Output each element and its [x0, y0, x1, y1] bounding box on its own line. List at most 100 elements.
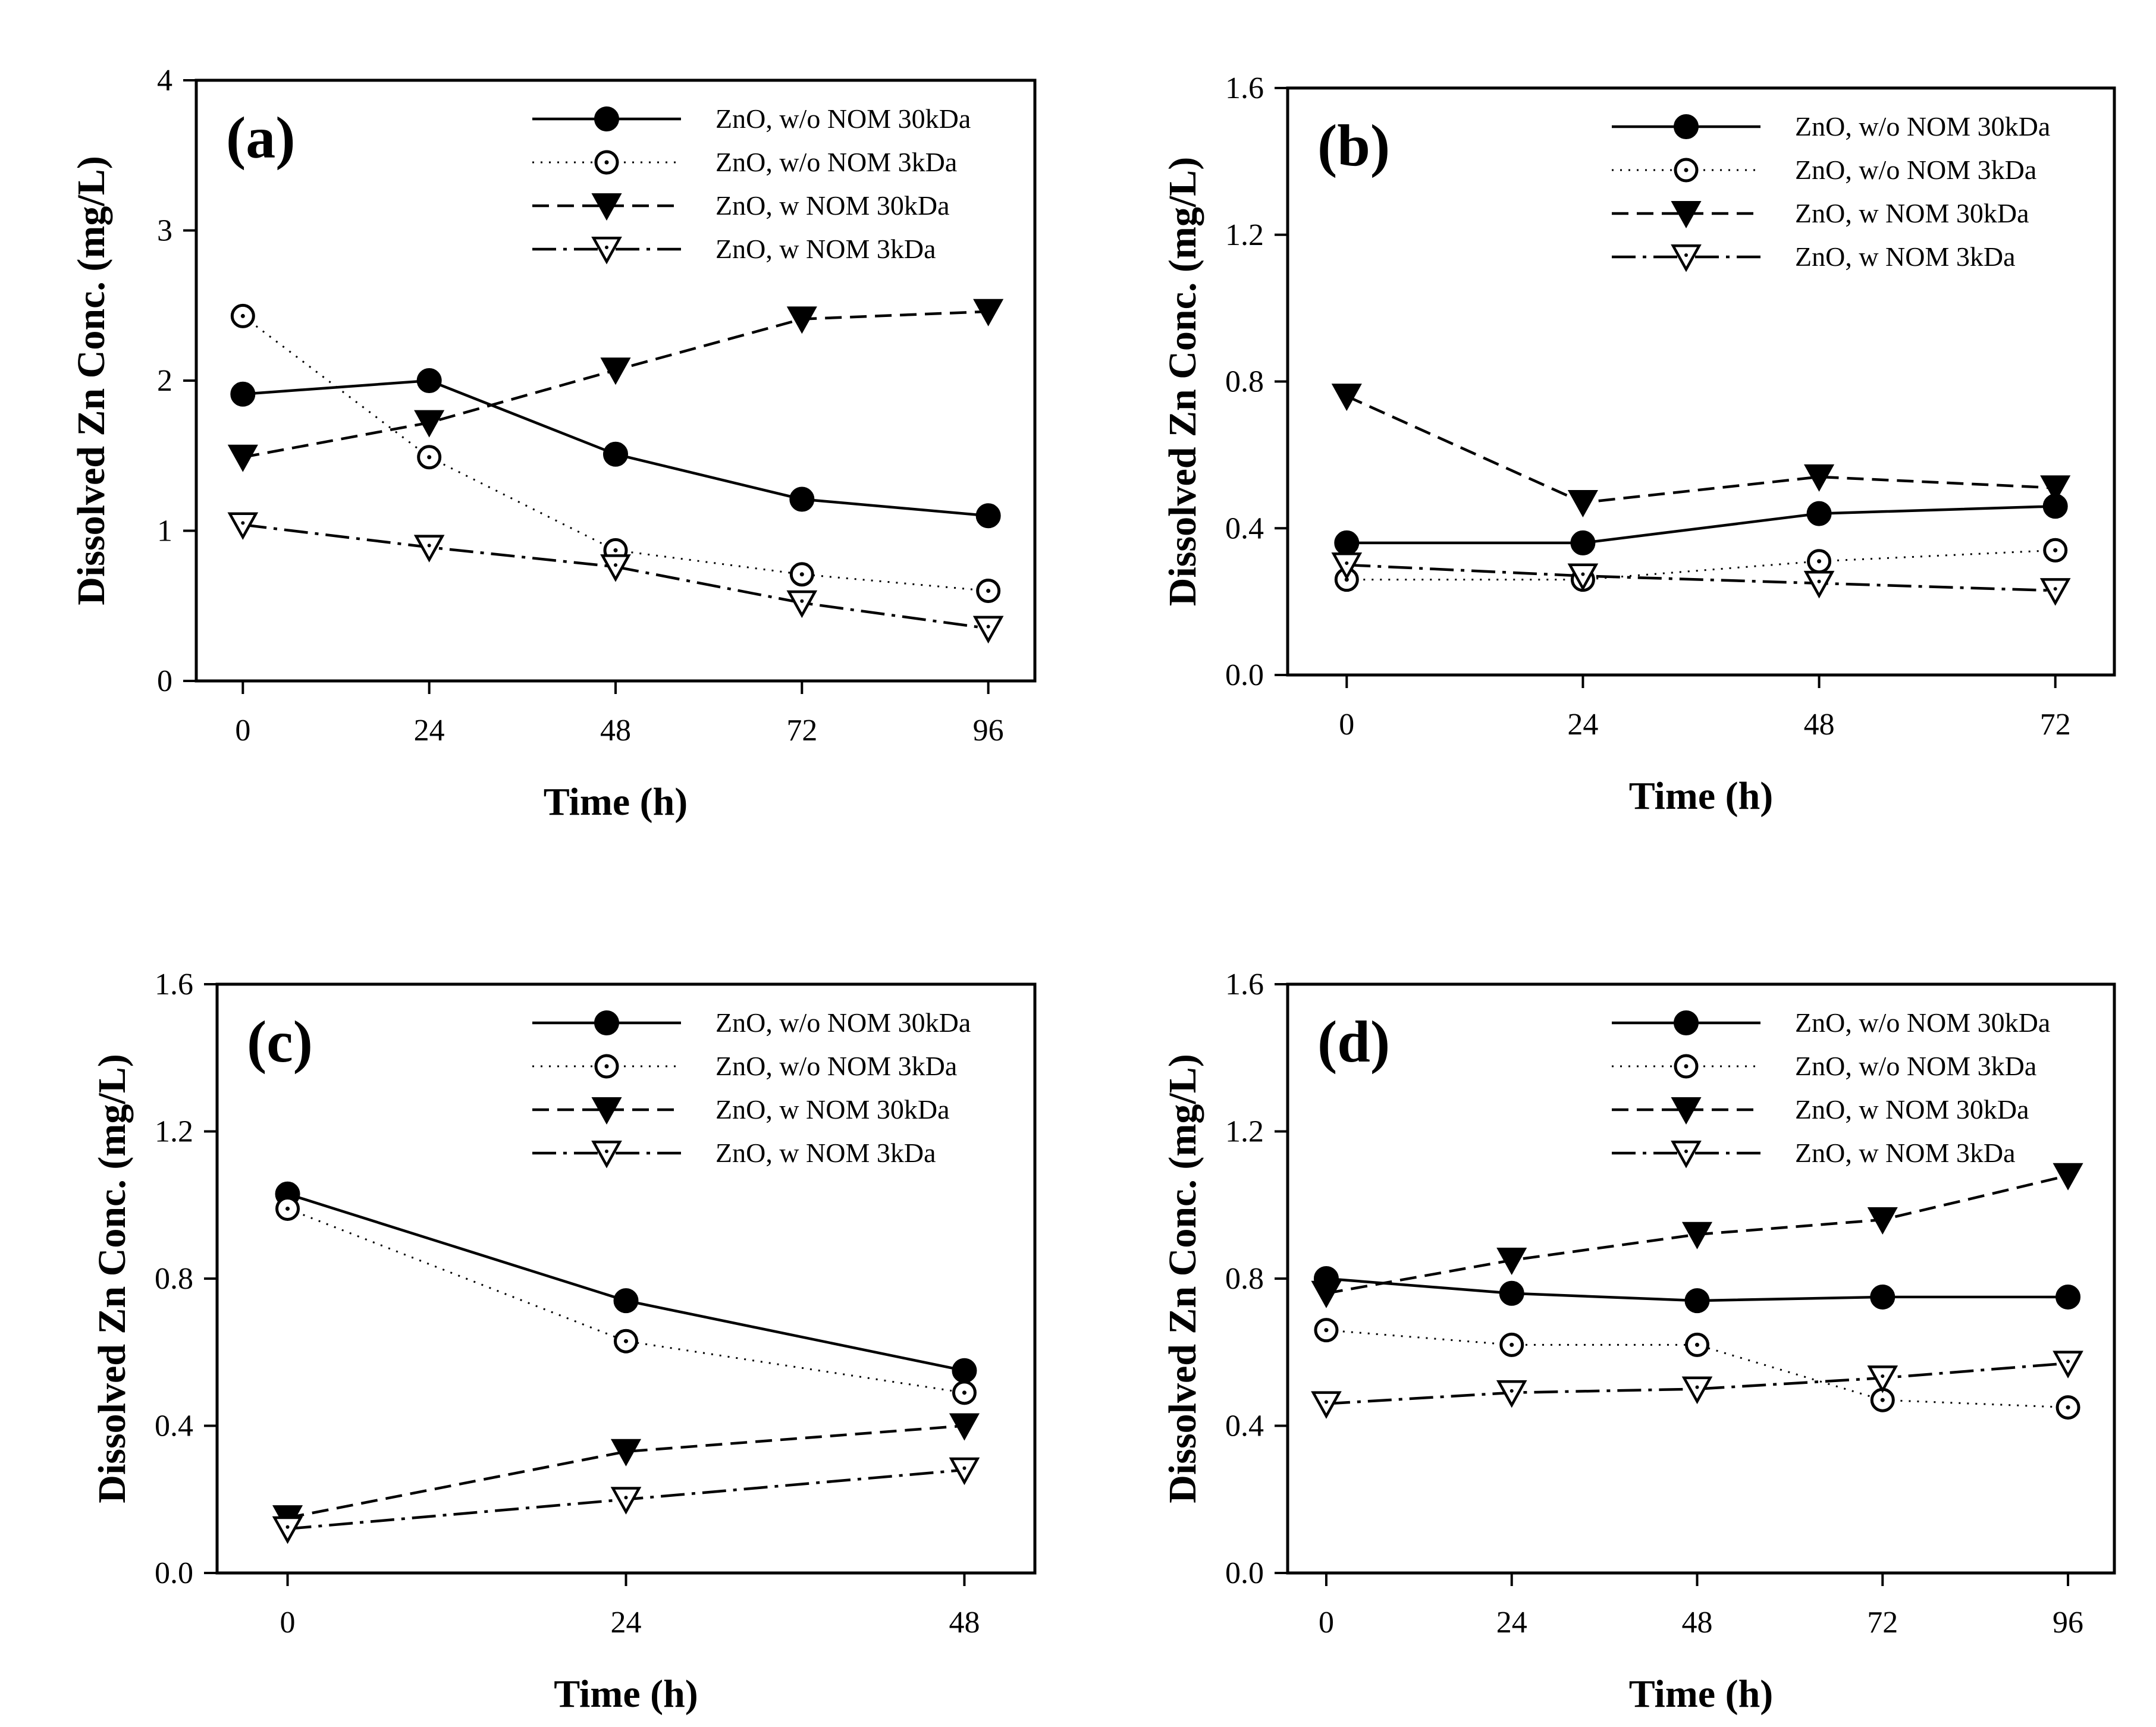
legend-label: ZnO, w NOM 3kDa — [1795, 1138, 2016, 1168]
series-points-2 — [230, 303, 1001, 603]
x-tick-label: 96 — [2053, 1606, 2083, 1640]
y-tick-label: 0.8 — [1225, 1262, 1264, 1296]
series-points-4 — [227, 512, 1004, 644]
legend-marker — [1671, 1141, 1702, 1169]
y-tick-label: 2 — [157, 364, 172, 398]
x-tick-label: 48 — [949, 1606, 980, 1640]
legend-label: ZnO, w NOM 30kDa — [715, 1094, 950, 1125]
y-axis-title: Dissolved Zn Conc. (mg/L) — [1161, 1054, 1204, 1503]
panel-a: 0 1 2 3 4 0 24 48 72 96 Time (h) Dissolved Zn Conc.… — [70, 64, 1037, 824]
data-point — [2055, 1395, 2080, 1420]
data-point — [1807, 549, 1832, 574]
y-tick-label: 0.0 — [155, 1556, 193, 1590]
y-tick-label: 0.0 — [1225, 1556, 1264, 1590]
data-point — [1567, 490, 1598, 518]
data-point — [1331, 552, 1363, 580]
data-point — [973, 299, 1004, 326]
data-point — [1499, 1280, 1524, 1306]
series-points-3 — [1311, 1163, 2083, 1308]
legend-marker — [1674, 158, 1699, 183]
legend-entry: ZnO, w/o NOM 30kDa — [1612, 1007, 2050, 1038]
series-points-4 — [272, 1457, 980, 1544]
legend: ZnO, w/o NOM 30kDa ZnO, w/o NOM 3kDa ZnO, … — [1612, 1007, 2050, 1169]
y-tick-label: 0.0 — [1225, 658, 1264, 692]
x-tick-label: 24 — [1567, 708, 1598, 742]
y-tick-label: 3 — [157, 214, 172, 248]
data-point — [2040, 475, 2071, 503]
series-line-4 — [1347, 563, 2055, 592]
x-tick-label: 96 — [973, 714, 1004, 748]
panel-label: (c) — [247, 1009, 313, 1075]
legend-marker — [591, 1141, 622, 1169]
data-point — [1570, 530, 1596, 555]
series-points-1 — [1313, 1266, 2081, 1314]
data-point — [1499, 1332, 1524, 1357]
x-tick-label: 72 — [2040, 708, 2071, 742]
panel-label: (b) — [1317, 112, 1390, 178]
x-tick-label: 24 — [414, 714, 445, 748]
series-points-1 — [230, 368, 1001, 529]
y-axis-title: Dissolved Zn Conc. (mg/L) — [1161, 157, 1204, 606]
legend-label: ZnO, w/o NOM 30kDa — [1795, 111, 2050, 142]
x-tick-label: 48 — [600, 714, 631, 748]
data-point — [600, 357, 631, 385]
data-point — [1567, 563, 1599, 591]
data-point — [1334, 530, 1360, 555]
data-point — [1311, 1280, 1342, 1308]
data-point — [613, 1288, 639, 1314]
legend-entry: ZnO, w/o NOM 3kDa — [1612, 155, 2036, 185]
y-tick-label: 4 — [157, 64, 172, 98]
y-tick-label: 1.2 — [1225, 218, 1264, 252]
y-tick-label: 1.6 — [1225, 71, 1264, 105]
series-points-1 — [1334, 494, 2068, 555]
legend-entry: ZnO, w NOM 3kDa — [532, 234, 936, 265]
series-points-3 — [227, 299, 1004, 472]
data-point — [1496, 1248, 1527, 1276]
legend-entry: ZnO, w NOM 30kDa — [532, 190, 950, 221]
legend-label: ZnO, w/o NOM 30kDa — [715, 1007, 971, 1038]
data-point — [1681, 1222, 1713, 1249]
legend-entry: ZnO, w/o NOM 30kDa — [1612, 111, 2050, 142]
legend-label: ZnO, w/o NOM 30kDa — [1795, 1007, 2050, 1038]
data-point — [1314, 1318, 1339, 1343]
data-point — [1806, 501, 1832, 526]
data-point — [413, 535, 445, 563]
legend-marker — [594, 106, 619, 131]
x-tick-label: 72 — [1867, 1606, 1898, 1640]
legend-marker — [1671, 1097, 1702, 1125]
data-point — [227, 444, 258, 472]
data-point — [414, 410, 445, 438]
legend-label: ZnO, w NOM 30kDa — [1795, 198, 2029, 228]
x-axis-title: Time (h) — [1629, 774, 1774, 818]
x-tick-label: 24 — [611, 1606, 642, 1640]
legend-entry: ZnO, w/o NOM 3kDa — [1612, 1051, 2036, 1081]
legend-entry: ZnO, w NOM 30kDa — [532, 1094, 950, 1125]
x-axis-title: Time (h) — [544, 780, 688, 824]
legend: ZnO, w/o NOM 30kDa ZnO, w/o NOM 3kDa ZnO, … — [532, 103, 971, 265]
y-tick-label: 1.2 — [1225, 1115, 1264, 1149]
series-line-3 — [287, 1424, 965, 1519]
data-point — [1331, 384, 1362, 412]
data-point — [610, 1439, 642, 1467]
series-points-2 — [1334, 538, 2068, 592]
data-point — [275, 1196, 300, 1221]
x-tick-label: 0 — [1319, 1606, 1334, 1640]
data-point — [949, 1413, 980, 1441]
data-point — [272, 1516, 303, 1544]
legend-entry: ZnO, w/o NOM 3kDa — [532, 1051, 957, 1081]
data-point — [1804, 464, 1835, 492]
legend-marker — [591, 1097, 622, 1125]
legend-label: ZnO, w/o NOM 3kDa — [715, 147, 957, 177]
data-point — [952, 1380, 977, 1405]
legend-marker — [1671, 200, 1702, 228]
data-point — [230, 303, 255, 328]
data-point — [1685, 1332, 1710, 1357]
data-point — [1867, 1365, 1898, 1393]
data-point — [952, 1358, 977, 1383]
panel-b: 0.0 0.4 0.8 1.2 1.6 0 24 48 72 Time (h) Dissolved … — [1161, 71, 2116, 818]
data-point — [416, 368, 442, 393]
data-point — [975, 503, 1001, 529]
legend-label: ZnO, w/o NOM 3kDa — [715, 1051, 957, 1081]
data-point — [614, 1329, 638, 1354]
